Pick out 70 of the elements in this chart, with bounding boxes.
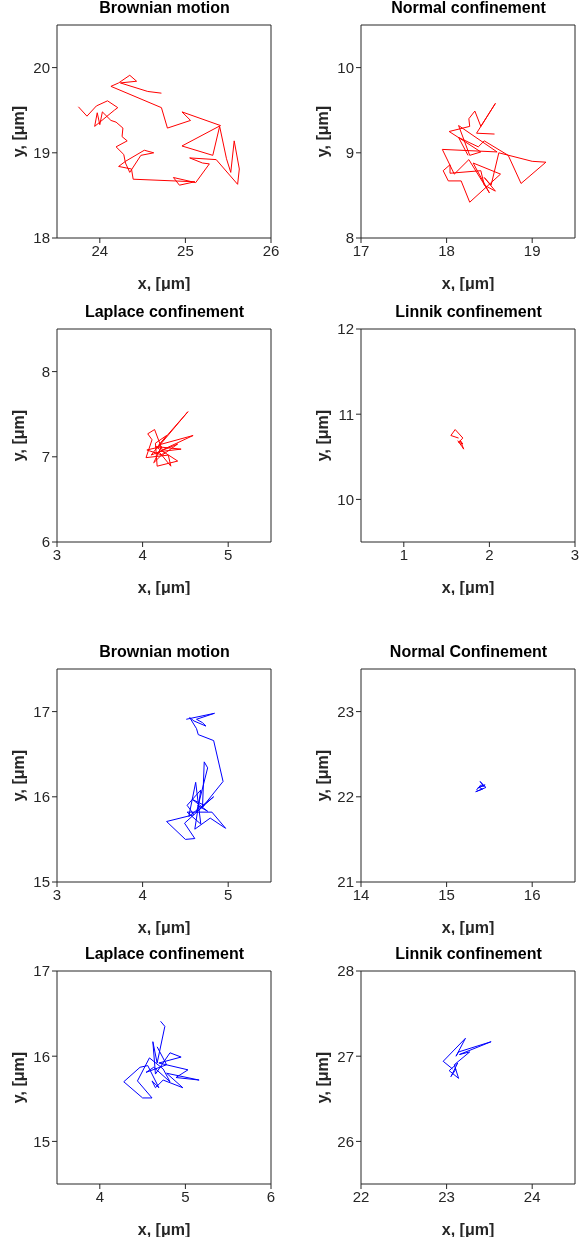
y-tick-label: 9 — [345, 144, 354, 162]
y-axis-title: y, [μm] — [313, 409, 331, 462]
x-tick-label: 24 — [91, 241, 109, 259]
y-tick-label: 28 — [337, 962, 354, 980]
y-tick-label: 21 — [337, 873, 354, 891]
x-tick-label: 15 — [438, 885, 455, 903]
y-tick-label: 7 — [41, 448, 50, 466]
y-tick-label: 8 — [41, 362, 50, 380]
y-tick-label: 17 — [33, 962, 50, 980]
y-tick-label: 17 — [33, 702, 50, 720]
x-tick-label: 23 — [438, 1187, 455, 1205]
line-series — [442, 1037, 492, 1079]
y-tick-label: 20 — [33, 58, 50, 76]
y-axis-title: y, [μm] — [313, 105, 331, 158]
y-tick-label: 16 — [33, 1047, 50, 1065]
y-tick-label: 16 — [33, 788, 50, 806]
x-tick-label: 2 — [485, 545, 494, 563]
chart-title: Linnik confinement — [394, 944, 543, 964]
chart-title: Brownian motion — [98, 642, 231, 662]
x-tick-label: 25 — [177, 241, 194, 259]
x-tick-label: 5 — [181, 1187, 190, 1205]
x-tick-label: 5 — [224, 885, 233, 903]
y-tick-label: 18 — [33, 229, 50, 247]
x-tick-label: 26 — [262, 241, 280, 259]
x-tick-label: 3 — [52, 545, 62, 563]
y-tick-label: 23 — [337, 702, 354, 720]
y-tick-label: 8 — [345, 229, 354, 247]
x-tick-label: 4 — [138, 885, 147, 903]
y-axis-title: y, [μm] — [9, 1051, 27, 1104]
x-tick-label: 4 — [138, 545, 147, 563]
x-tick-label: 19 — [523, 241, 541, 259]
y-axis-title: y, [μm] — [9, 409, 27, 462]
chart-title: Linnik confinement — [394, 302, 543, 322]
x-tick-label: 5 — [224, 545, 233, 563]
y-axis-title: y, [μm] — [313, 749, 331, 802]
y-axis-title: y, [μm] — [9, 105, 27, 158]
line-series — [450, 429, 465, 450]
y-axis-title: y, [μm] — [313, 1051, 331, 1104]
chart-title: Laplace confinement — [83, 944, 246, 964]
x-tick-label: 3 — [570, 545, 580, 563]
y-tick-label: 12 — [337, 320, 354, 338]
chart-title: Laplace confinement — [83, 302, 246, 322]
x-tick-label: 3 — [52, 885, 62, 903]
y-tick-label: 26 — [337, 1132, 354, 1150]
line-series — [166, 712, 227, 840]
x-tick-label: 4 — [95, 1187, 104, 1205]
y-tick-label: 19 — [33, 144, 50, 162]
y-tick-label: 10 — [337, 58, 354, 76]
chart-title: Normal Confinement — [388, 642, 549, 662]
y-tick-label: 6 — [41, 533, 50, 551]
y-tick-label: 27 — [337, 1047, 354, 1065]
line-series — [441, 102, 547, 203]
y-tick-label: 11 — [338, 405, 354, 423]
x-tick-label: 6 — [266, 1187, 276, 1205]
x-tick-label: 24 — [523, 1187, 541, 1205]
y-axis-title: y, [μm] — [9, 749, 27, 802]
x-tick-label: 18 — [438, 241, 455, 259]
y-tick-label: 22 — [337, 788, 354, 806]
y-tick-label: 15 — [33, 1132, 50, 1150]
chart-title: Normal confinement — [390, 0, 547, 18]
line-series — [475, 780, 487, 793]
y-tick-label: 15 — [33, 873, 50, 891]
x-tick-label: 1 — [399, 545, 408, 563]
x-tick-label: 16 — [523, 885, 541, 903]
line-series — [77, 74, 240, 186]
line-series — [123, 1020, 200, 1099]
x-tick-label: 14 — [352, 885, 370, 903]
y-tick-label: 10 — [337, 490, 354, 508]
chart-title: Brownian motion — [98, 0, 231, 18]
line-series — [145, 411, 194, 467]
